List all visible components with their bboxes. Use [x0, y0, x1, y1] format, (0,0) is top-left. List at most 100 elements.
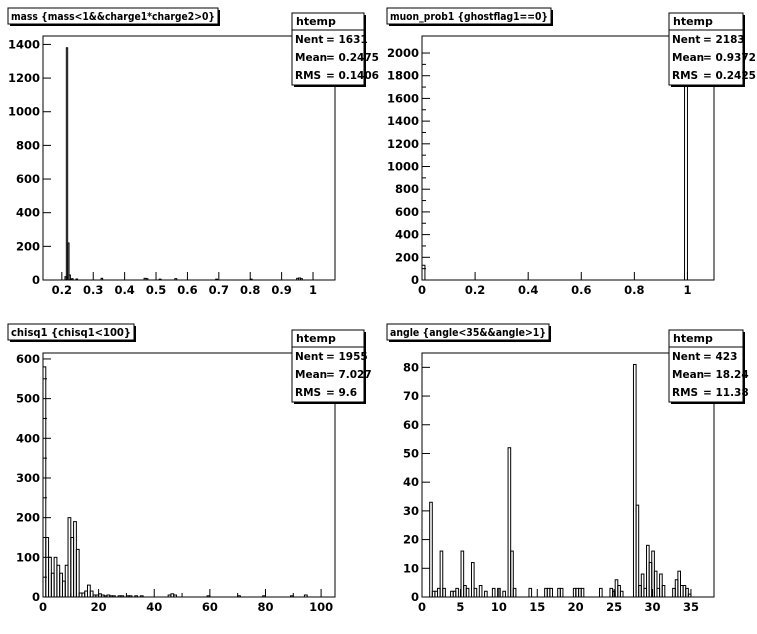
histogram-bin: [512, 587, 517, 598]
stats-value: = 11.38: [703, 387, 749, 399]
histogram-bin: [599, 587, 603, 598]
x-tick-label: 0.4: [518, 283, 538, 297]
x-tick-label: 20: [568, 600, 584, 614]
x-tick-label: 1: [683, 283, 691, 297]
stats-box-frame: [291, 12, 365, 86]
stats-value: = 1955: [326, 351, 368, 363]
y-tick-label: 1800: [387, 69, 419, 83]
stats-box: htemp Nent = 2183 Mean= 0.9372 RMS = 0.2425: [668, 12, 756, 87]
histogram-bin: [290, 595, 294, 598]
y-tick-label: 600: [16, 172, 40, 186]
histogram-panel-4: 0 10 20 30 40 50 60 70 80 0 5 10 15 20 25 30 35 htemp Nent…: [386, 323, 749, 614]
y-tick-label: 70: [403, 389, 419, 403]
y-tick-label: 0: [32, 590, 40, 604]
histogram-bin: [661, 585, 666, 598]
stats-label: Nent: [672, 351, 700, 363]
stats-box-frame: [668, 12, 744, 86]
stats-box: htemp Nent = 1955 Mean= 7.027 RMS = 9.6: [291, 329, 372, 404]
y-tick-label: 600: [395, 205, 419, 219]
x-tick-label: 100: [309, 600, 333, 614]
title-box-frame: [7, 323, 135, 341]
histogram-bin: [75, 278, 79, 281]
histogram-bin: [491, 587, 496, 598]
histogram-bin: [632, 363, 637, 598]
histogram-bin: [580, 587, 585, 598]
y-tick-label: 60: [403, 418, 419, 432]
histogram-bin: [65, 47, 69, 281]
histogram-panel-3: 0 100 200 300 400 500 600 0 20 40 60 80 100 htemp Nent…: [7, 323, 372, 614]
histogram-bin: [120, 595, 125, 598]
y-tick-label: 0: [32, 273, 40, 287]
x-tick-label: 0.8: [624, 283, 644, 297]
chart-title: mass {mass<1&&charge1*charge2>0}: [11, 11, 215, 23]
x-tick-label: 0.4: [114, 283, 134, 297]
stats-label: Mean: [672, 369, 704, 381]
stats-value: = 2183: [703, 34, 745, 46]
histogram-bin: [653, 570, 658, 598]
y-tick-label: 80: [403, 360, 419, 374]
histogram-bin: [299, 278, 303, 281]
histogram-bin: [42, 366, 47, 598]
histogram-bin: [502, 590, 506, 598]
histogram-bin: [549, 587, 553, 598]
histogram-bin: [635, 504, 640, 598]
histogram-bin: [89, 590, 94, 598]
chart-title-box: chisq1 {chisq1<100}: [7, 323, 136, 342]
x-tick-label: 20: [91, 600, 107, 614]
plot-frame: [421, 352, 715, 598]
histogram-bin: [134, 595, 139, 598]
histogram-bin: [497, 587, 501, 598]
y-tick-label: 0: [411, 273, 419, 287]
chart-title: muon_prob1 {ghostflag1==0}: [390, 11, 548, 23]
y-tick-label: 200: [16, 239, 40, 253]
histogram-bin: [559, 587, 564, 598]
x-tick-label: 0: [39, 600, 47, 614]
plot-frame: [42, 352, 336, 598]
y-tick-label: 400: [16, 206, 40, 220]
histogram-bin: [215, 278, 219, 281]
x-tick-label: 0.8: [240, 283, 260, 297]
stats-box-frame: [291, 329, 365, 403]
stats-label: Nent: [295, 351, 323, 363]
y-tick-label: 100: [16, 550, 40, 564]
y-tick-label: 50: [403, 446, 419, 460]
histogram-bin: [507, 447, 512, 598]
histogram-bin: [173, 594, 177, 598]
title-box-frame: [7, 7, 219, 25]
y-tick-label: 1400: [8, 37, 40, 51]
y-tick-label: 30: [403, 504, 419, 518]
stats-label: Nent: [295, 34, 323, 46]
x-tick-label: 0.6: [177, 283, 197, 297]
y-tick-label: 1400: [387, 114, 419, 128]
histogram-bin: [100, 277, 104, 281]
histogram-bin: [528, 587, 533, 598]
histogram-bin: [158, 278, 162, 281]
histogram-bin: [455, 587, 459, 598]
histogram-bin: [439, 550, 444, 598]
histogram-bin: [473, 587, 478, 598]
histogram-bin: [429, 501, 433, 598]
stats-name: htemp: [673, 15, 713, 28]
histogram-bin: [465, 587, 470, 598]
y-tick-label: 1200: [8, 71, 40, 85]
histogram-bin: [478, 585, 483, 598]
histogram-bin: [71, 278, 74, 281]
histogram-bin: [640, 573, 645, 598]
x-tick-label: 0: [418, 600, 426, 614]
x-tick-label: 30: [645, 600, 661, 614]
histogram-bin: [677, 570, 681, 598]
chart-title: chisq1 {chisq1<100}: [11, 327, 131, 339]
histogram-bin: [249, 278, 253, 281]
stats-box-frame: [668, 329, 744, 403]
stats-value: = 1631: [326, 34, 368, 46]
x-tick-label: 5: [456, 600, 464, 614]
x-tick-label: 0: [418, 283, 426, 297]
y-tick-label: 500: [16, 392, 40, 406]
stats-value: = 9.6: [326, 387, 357, 399]
chart-title-box: mass {mass<1&&charge1*charge2>0}: [7, 7, 220, 26]
y-tick-label: 40: [403, 475, 419, 489]
histogram-bin: [619, 590, 624, 598]
stats-label: RMS: [672, 70, 698, 82]
y-tick-label: 800: [395, 182, 419, 196]
